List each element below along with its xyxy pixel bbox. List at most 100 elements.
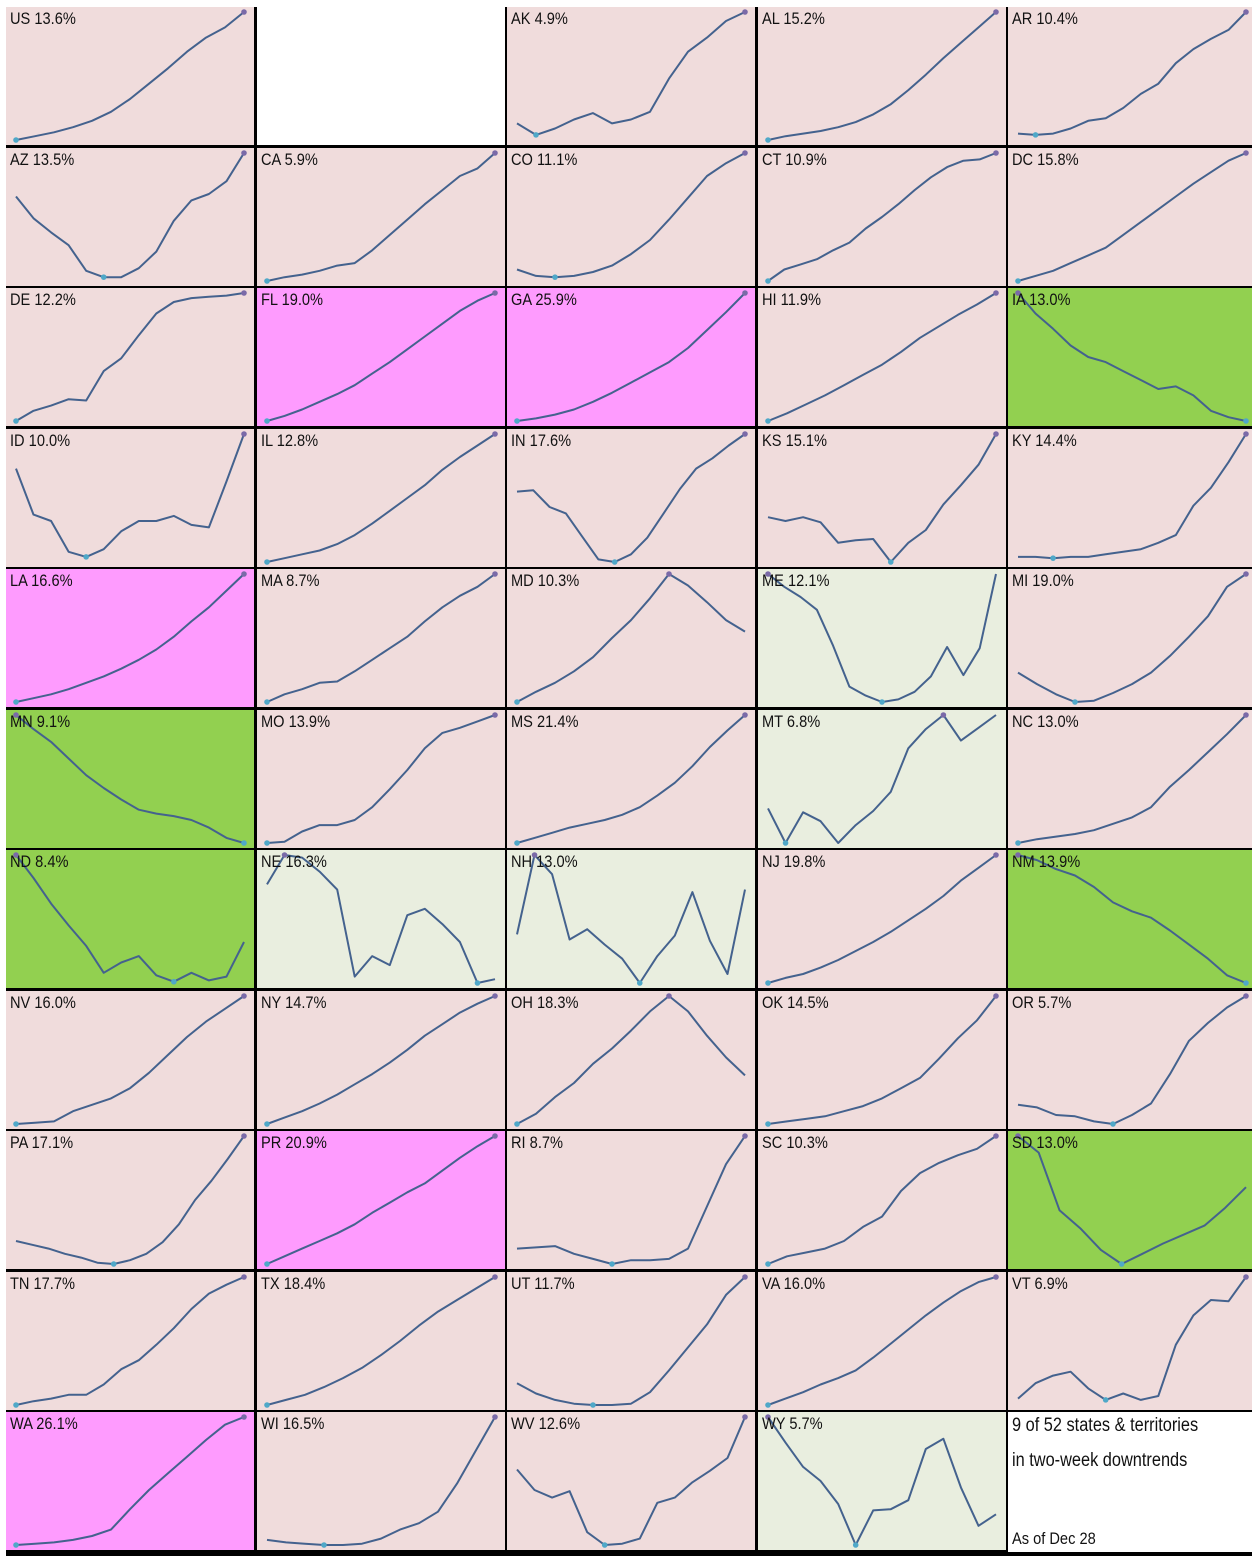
sparkline: [15, 149, 247, 280]
trend-line: [1017, 11, 1247, 136]
panel-label: IN 17.6%: [511, 430, 572, 450]
panel-label: WI 16.5%: [260, 1414, 324, 1433]
sparkline: [514, 571, 746, 705]
min-point: [636, 980, 643, 986]
sparkline: [1015, 711, 1249, 846]
state-panel: NM 13.9%: [1008, 850, 1252, 988]
trend-line: [1018, 432, 1247, 559]
state-panel: IL 12.8%: [256, 428, 505, 567]
panel-label: ND 8.4%: [10, 852, 69, 871]
panel-label: MN 9.1%: [10, 711, 71, 731]
panel-label: LA 16.6%: [10, 571, 73, 590]
max-point: [1243, 571, 1249, 577]
state-panel: ME 12.1%: [757, 569, 1006, 707]
panel-label: DE 12.2%: [10, 290, 76, 309]
sparkline: [266, 1414, 498, 1548]
max-point: [13, 852, 19, 858]
trend-line: [266, 994, 495, 1125]
min-point: [13, 699, 19, 705]
max-point: [1015, 290, 1021, 296]
trend-line: [516, 292, 746, 422]
state-panel: AK 4.9%: [507, 7, 755, 145]
trend-line: [1017, 1275, 1247, 1401]
panel-label: SD 13.0%: [1012, 1133, 1078, 1152]
trend-line: [266, 292, 495, 422]
sparkline: [265, 852, 495, 986]
sparkline: [1017, 992, 1249, 1127]
max-point: [491, 711, 498, 718]
min-point: [1110, 1120, 1116, 1127]
trend-line: [1017, 713, 1247, 844]
trend-line: [516, 713, 746, 844]
summary-line-1: 9 of 52 states & territories: [1012, 1415, 1199, 1436]
trend-line: [767, 11, 997, 141]
min-point: [1050, 554, 1056, 561]
trend-line: [1017, 994, 1247, 1125]
panel-label: SC 10.3%: [761, 1133, 828, 1152]
min-point: [764, 137, 771, 143]
trend-line: [767, 1135, 997, 1265]
state-panel: OH 18.3%: [507, 990, 755, 1129]
min-point: [611, 558, 618, 565]
max-point: [992, 992, 999, 999]
trend-line: [767, 433, 997, 563]
sparkline: [263, 1273, 498, 1408]
max-point: [764, 571, 771, 577]
sparkline: [516, 1133, 748, 1267]
small-multiples-grid: US 13.6% AK 4.9% AL 15.2% AR 10.4% AZ 13.5% C…: [6, 7, 1252, 1556]
max-point: [742, 711, 748, 718]
trend-line: [516, 1416, 746, 1546]
min-point: [13, 1542, 19, 1548]
max-point: [491, 149, 498, 156]
trend-line: [767, 854, 997, 984]
state-panel: US 13.6%: [6, 7, 254, 145]
trend-line: [266, 713, 495, 844]
sparkline: [1017, 571, 1249, 705]
min-point: [263, 699, 270, 705]
state-panel: DC 15.8%: [1008, 147, 1252, 286]
max-point: [241, 992, 247, 999]
trend-line: [766, 151, 996, 282]
trend-line: [767, 1275, 996, 1406]
trend-line: [15, 713, 245, 844]
max-point: [491, 290, 498, 296]
trend-line: [15, 11, 245, 141]
panel-label: NY 14.7%: [260, 992, 327, 1012]
as-of-date: As of Dec 28: [1012, 1529, 1096, 1548]
sparkline: [516, 1414, 748, 1548]
panel-label: NM 13.9%: [1012, 852, 1081, 871]
state-panel: WI 16.5%: [256, 1412, 505, 1550]
panel-label: ID 10.0%: [10, 430, 71, 450]
min-point: [320, 1542, 327, 1548]
min-point: [764, 418, 771, 424]
min-point: [1072, 699, 1078, 705]
panel-label: AZ 13.5%: [10, 149, 75, 169]
panel-label: MS 21.4%: [511, 711, 579, 731]
min-point: [852, 1542, 858, 1548]
max-point: [1243, 430, 1249, 437]
trend-line: [767, 292, 997, 422]
max-point: [992, 852, 999, 858]
max-point: [491, 992, 498, 999]
sparkline: [13, 852, 245, 985]
state-panel: WV 12.6%: [507, 1412, 755, 1550]
sparkline: [766, 711, 997, 846]
trend-line: [266, 573, 496, 703]
max-point: [992, 1273, 999, 1280]
sparkline: [516, 1273, 748, 1408]
min-point: [609, 1261, 615, 1267]
state-panel: FL 19.0%: [256, 288, 505, 426]
state-panel: OR 5.7%: [1008, 990, 1252, 1129]
trend-line: [516, 573, 746, 703]
panel-label: ME 12.1%: [761, 571, 829, 590]
max-point: [241, 1133, 247, 1139]
trend-line: [266, 1416, 496, 1546]
max-point: [992, 9, 999, 15]
state-panel: VT 6.9%: [1008, 1271, 1252, 1410]
max-point: [13, 711, 19, 718]
state-panel: PA 17.1%: [6, 1131, 254, 1269]
min-point: [552, 273, 558, 280]
sparkline: [764, 9, 999, 143]
sparkline: [1015, 852, 1249, 986]
state-panel: NH 13.0%: [507, 850, 755, 988]
